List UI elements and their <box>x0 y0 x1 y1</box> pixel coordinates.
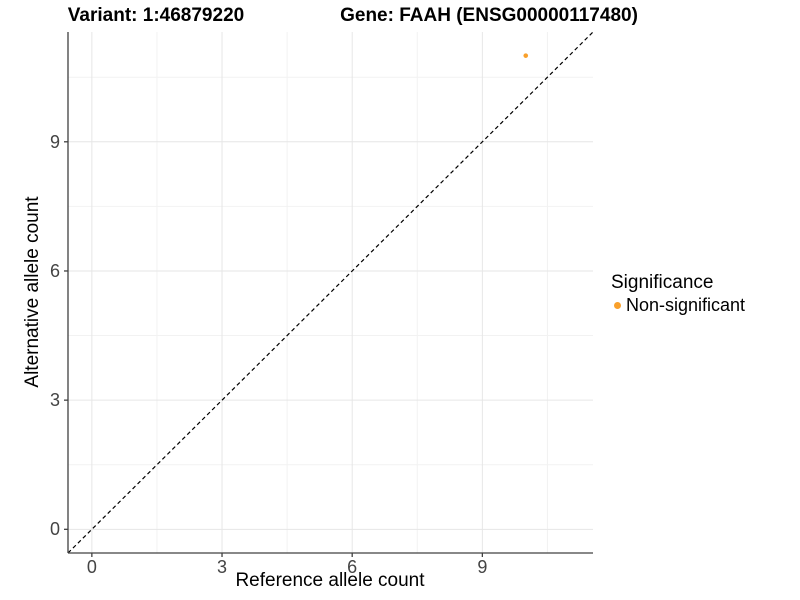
y-tick-label: 3 <box>49 390 60 411</box>
data-point <box>523 53 529 58</box>
legend-title: Significance <box>611 272 714 293</box>
identity-dashed-line <box>67 31 594 554</box>
y-tick-label: 6 <box>49 260 60 281</box>
x-tick-label: 3 <box>217 557 228 577</box>
x-tick-label: 9 <box>477 557 488 577</box>
y-axis-title: Alternative allele count <box>22 196 43 388</box>
legend-item-label: Non-significant <box>626 294 746 315</box>
legend-item: Non-significant <box>614 294 745 316</box>
legend: Significance Non-significant <box>611 271 745 316</box>
y-tick-label: 9 <box>49 131 60 152</box>
x-axis-title: Reference allele count <box>235 570 425 591</box>
legend-point-icon <box>614 301 621 309</box>
y-tick-label: 0 <box>49 519 60 540</box>
plot-title-variant: Variant: 1:46879220 <box>67 5 245 26</box>
x-tick-label: 6 <box>347 557 358 577</box>
x-tick-label: 0 <box>86 557 97 577</box>
plot-title-gene: Gene: FAAH (ENSG00000117480) <box>340 5 638 26</box>
